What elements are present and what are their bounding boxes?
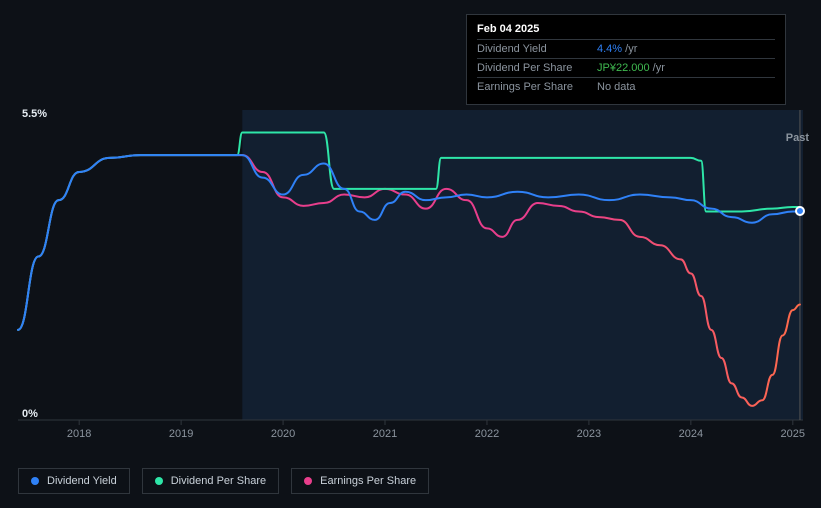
tooltip-row: Dividend Per ShareJP¥22.000 /yr: [477, 58, 775, 77]
dividend-chart: 5.5% 0% Past 2018 2019 2020 2021 2022 2023 202…: [0, 0, 821, 508]
tooltip-value: No data: [597, 81, 775, 93]
legend-dividend-yield[interactable]: Dividend Yield: [18, 468, 130, 494]
x-tick-label: 2023: [577, 428, 601, 440]
legend-label: Dividend Per Share: [171, 475, 266, 487]
hover-marker: [795, 206, 805, 216]
legend-label: Earnings Per Share: [320, 475, 416, 487]
tooltip-row: Earnings Per ShareNo data: [477, 77, 775, 96]
legend-dividend-per-share[interactable]: Dividend Per Share: [142, 468, 279, 494]
x-tick-label: 2024: [679, 428, 703, 440]
legend-dot-icon: [31, 477, 39, 485]
x-tick-label: 2025: [781, 428, 805, 440]
tooltip-key: Dividend Per Share: [477, 62, 597, 74]
chart-legend: Dividend Yield Dividend Per Share Earnin…: [18, 468, 429, 494]
x-tick-label: 2021: [373, 428, 397, 440]
tooltip-row: Dividend Yield4.4% /yr: [477, 39, 775, 58]
y-axis-max-label: 5.5%: [22, 108, 47, 120]
tooltip-key: Dividend Yield: [477, 43, 597, 55]
legend-label: Dividend Yield: [47, 475, 117, 487]
y-axis-min-label: 0%: [22, 408, 38, 420]
tooltip-key: Earnings Per Share: [477, 81, 597, 93]
x-tick-label: 2022: [475, 428, 499, 440]
past-label: Past: [786, 132, 809, 144]
tooltip-date: Feb 04 2025: [477, 23, 775, 39]
x-tick-label: 2020: [271, 428, 295, 440]
x-tick-label: 2018: [67, 428, 91, 440]
tooltip-value: JP¥22.000 /yr: [597, 62, 775, 74]
legend-dot-icon: [304, 477, 312, 485]
chart-tooltip: Feb 04 2025 Dividend Yield4.4% /yrDivide…: [466, 14, 786, 105]
tooltip-value: 4.4% /yr: [597, 43, 775, 55]
legend-earnings-per-share[interactable]: Earnings Per Share: [291, 468, 429, 494]
legend-dot-icon: [155, 477, 163, 485]
x-tick-label: 2019: [169, 428, 193, 440]
